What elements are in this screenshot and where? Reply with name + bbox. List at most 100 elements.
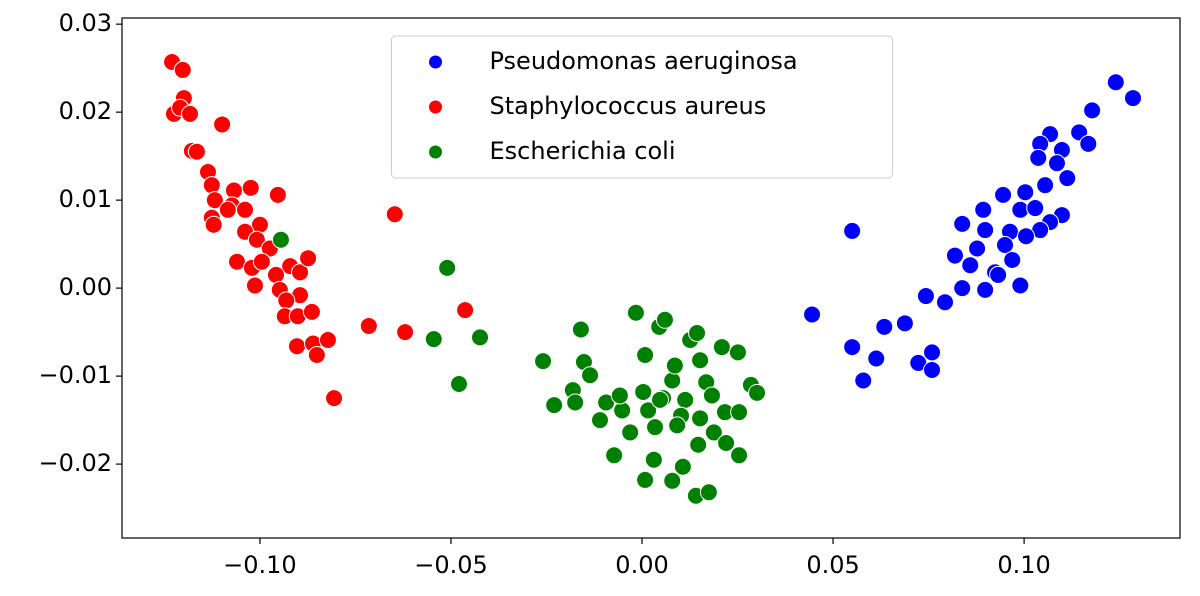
point bbox=[173, 60, 192, 79]
point bbox=[689, 435, 708, 454]
point bbox=[385, 205, 404, 224]
point bbox=[665, 356, 684, 375]
point bbox=[187, 142, 206, 161]
y-tick-label: 0.01 bbox=[59, 185, 112, 213]
point bbox=[571, 320, 590, 339]
point bbox=[1017, 227, 1036, 246]
point bbox=[610, 386, 629, 405]
point bbox=[252, 252, 271, 271]
point bbox=[250, 215, 269, 234]
point bbox=[634, 382, 653, 401]
point bbox=[1003, 250, 1022, 269]
point bbox=[668, 416, 687, 435]
point bbox=[456, 301, 475, 320]
legend-marker bbox=[429, 100, 442, 114]
point bbox=[307, 345, 326, 364]
point bbox=[325, 389, 344, 408]
point bbox=[213, 115, 232, 134]
point bbox=[655, 310, 674, 329]
x-tick-label: 0.05 bbox=[806, 551, 859, 579]
point bbox=[1016, 183, 1035, 202]
point bbox=[639, 401, 658, 420]
point bbox=[450, 375, 469, 394]
point bbox=[205, 191, 224, 210]
point bbox=[996, 236, 1015, 255]
point bbox=[605, 446, 624, 465]
point bbox=[613, 401, 632, 420]
point bbox=[673, 457, 692, 476]
point bbox=[566, 393, 585, 412]
point bbox=[699, 483, 718, 502]
point bbox=[1083, 101, 1102, 120]
point bbox=[359, 316, 378, 335]
point bbox=[1011, 200, 1030, 219]
point bbox=[923, 343, 942, 362]
point bbox=[803, 305, 822, 324]
point bbox=[854, 371, 873, 390]
point bbox=[247, 230, 266, 249]
point bbox=[1058, 169, 1077, 188]
point bbox=[663, 371, 682, 390]
point bbox=[961, 256, 980, 275]
point bbox=[730, 403, 749, 422]
point bbox=[471, 328, 490, 347]
point bbox=[646, 418, 665, 437]
point bbox=[438, 258, 457, 277]
point bbox=[224, 181, 243, 200]
point bbox=[204, 215, 223, 234]
point bbox=[676, 390, 695, 409]
point bbox=[867, 349, 886, 368]
x-tick-label: 0.10 bbox=[997, 551, 1050, 579]
point bbox=[1029, 148, 1048, 167]
point bbox=[953, 214, 972, 233]
legend-marker bbox=[429, 55, 442, 69]
point bbox=[663, 471, 682, 490]
point bbox=[730, 446, 749, 465]
point bbox=[691, 409, 710, 428]
point bbox=[704, 423, 723, 442]
point bbox=[268, 185, 287, 204]
point bbox=[976, 221, 995, 240]
point bbox=[636, 345, 655, 364]
x-tick-label: 0.00 bbox=[615, 551, 668, 579]
point bbox=[626, 303, 645, 322]
point bbox=[590, 411, 609, 430]
point bbox=[712, 338, 731, 357]
point bbox=[1011, 276, 1030, 295]
point bbox=[287, 337, 306, 356]
point bbox=[968, 239, 987, 258]
point bbox=[241, 178, 260, 197]
point bbox=[974, 200, 993, 219]
point bbox=[621, 423, 640, 442]
point bbox=[318, 331, 337, 350]
point bbox=[650, 390, 669, 409]
y-tick-label: −0.02 bbox=[38, 449, 112, 477]
point bbox=[396, 323, 415, 342]
point bbox=[545, 396, 564, 415]
point bbox=[728, 343, 747, 362]
point bbox=[299, 249, 318, 268]
point bbox=[748, 383, 767, 402]
x-tick-label: −0.10 bbox=[223, 551, 297, 579]
point bbox=[1106, 73, 1125, 92]
point bbox=[923, 360, 942, 379]
point bbox=[218, 200, 237, 219]
y-tick-label: 0.00 bbox=[59, 273, 112, 301]
point bbox=[644, 450, 663, 469]
point bbox=[424, 330, 443, 349]
point bbox=[266, 265, 285, 284]
point bbox=[277, 291, 296, 310]
legend-label: Staphylococcus aureus bbox=[490, 92, 767, 120]
point bbox=[534, 352, 553, 371]
legend-marker bbox=[429, 145, 442, 159]
legend-label: Pseudomonas aeruginosa bbox=[490, 47, 798, 75]
point bbox=[843, 221, 862, 240]
point bbox=[1036, 176, 1055, 195]
point bbox=[1079, 134, 1098, 153]
legend-box bbox=[391, 35, 893, 179]
point bbox=[895, 314, 914, 333]
point bbox=[953, 279, 972, 298]
point bbox=[636, 470, 655, 489]
legend: Pseudomonas aeruginosa Staphylococcus aur… bbox=[391, 35, 893, 179]
